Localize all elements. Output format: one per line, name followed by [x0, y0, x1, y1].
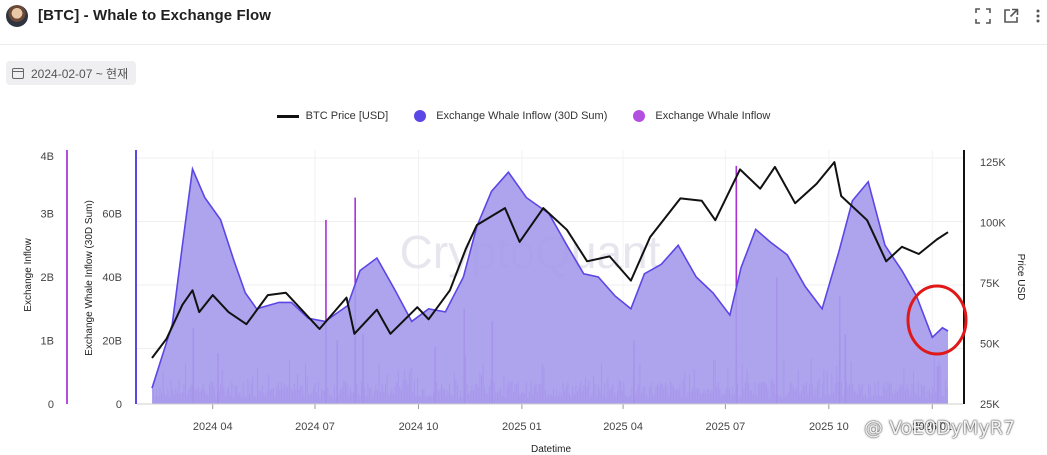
legend-item-inflow[interactable]: Exchange Whale Inflow	[633, 110, 770, 122]
date-range-picker[interactable]: 2024-02-07 ~ 현재	[6, 61, 137, 85]
x-tick-label: 2025 01	[502, 421, 542, 433]
x-tick-label: 2025 04	[603, 421, 643, 433]
y-tick-label-outer: 2B	[41, 272, 54, 284]
more-options-icon[interactable]	[1030, 8, 1046, 24]
widget-header: [BTC] - Whale to Exchange Flow	[0, 0, 1047, 45]
y-tick-label-right: 50K	[980, 339, 1000, 351]
inflow-spike-bar	[325, 219, 327, 404]
y-axis-title-inner: Exchange Whale Inflow (30D Sum)	[84, 200, 95, 356]
x-tick-label: 2025 07	[706, 421, 746, 433]
legend-label-sum30: Exchange Whale Inflow (30D Sum)	[436, 110, 608, 122]
btc-price-line	[151, 161, 949, 359]
legend-label-price: BTC Price [USD]	[305, 110, 389, 122]
legend-item-sum30[interactable]: Exchange Whale Inflow (30D Sum)	[414, 110, 607, 122]
x-tick-label: 2024 10	[399, 421, 439, 433]
date-range-label: 2024-02-07 ~ 현재	[31, 66, 129, 81]
red-circle-annotation	[906, 284, 968, 356]
x-axis-title: Datetime	[531, 444, 571, 455]
legend-item-price[interactable]: BTC Price [USD]	[276, 110, 389, 122]
y-tick-label-right: 75K	[980, 278, 1000, 290]
y-tick-label-inner: 40B	[102, 272, 122, 284]
whale-inflow-30d-area	[152, 169, 948, 404]
chart-legend: BTC Price [USD] Exchange Whale Inflow (3…	[0, 110, 1047, 122]
y-tick-label-outer: 1B	[41, 336, 54, 348]
y-tick-label-outer: 3B	[41, 209, 54, 221]
y-tick-label-outer: 0	[48, 399, 54, 411]
calendar-icon	[12, 67, 24, 79]
y-axis-title-outer: Exchange Inflow	[23, 238, 34, 312]
y-axis-title-right: Price USD	[1015, 254, 1026, 301]
y-tick-label-right: 25K	[980, 399, 1000, 411]
y-tick-label-right: 100K	[980, 218, 1006, 230]
whale-inflow-30d-line	[151, 166, 949, 389]
y-tick-label-inner: 0	[116, 399, 122, 411]
chart-title: [BTC] - Whale to Exchange Flow	[38, 7, 272, 24]
watermark-handle: @ VoE0DyMyR7	[864, 417, 1016, 439]
fullscreen-icon[interactable]	[975, 8, 991, 24]
legend-dot-marker	[633, 110, 646, 122]
legend-dot-marker	[414, 110, 427, 122]
x-tick-label: 2025 10	[809, 421, 849, 433]
legend-label-inflow: Exchange Whale Inflow	[655, 110, 771, 122]
x-tick-label: 2024 04	[193, 421, 233, 433]
legend-line-marker	[276, 114, 299, 118]
y-tick-label-outer: 4B	[41, 151, 54, 163]
y-tick-label-inner: 20B	[102, 336, 122, 348]
x-tick-label: 2024 07	[295, 421, 335, 433]
y-tick-label-inner: 60B	[102, 209, 122, 221]
avatar[interactable]	[6, 5, 28, 27]
y-tick-label-right: 125K	[980, 157, 1006, 169]
x-tick-label: 2026 01	[912, 421, 952, 433]
open-external-icon[interactable]	[1003, 8, 1019, 24]
